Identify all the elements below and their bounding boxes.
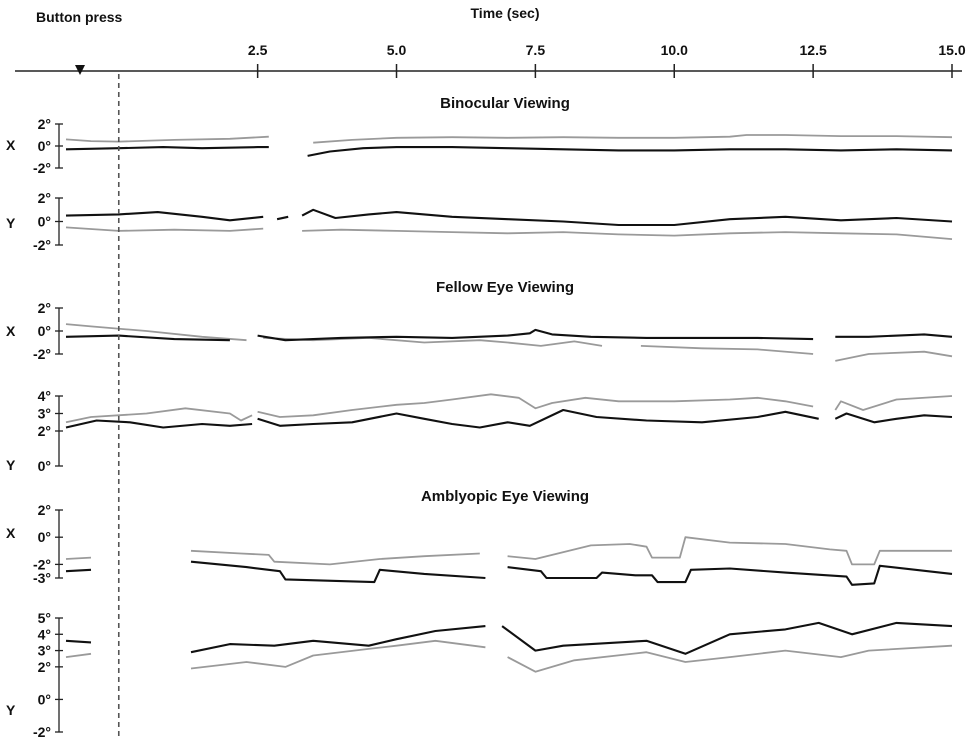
- y-tick-label: 0°: [38, 691, 51, 707]
- series-line-black: [65, 208, 953, 227]
- series-line-black: [65, 328, 953, 342]
- y-tick-label: -2°: [33, 237, 51, 253]
- x-tick-label: 5.0: [387, 42, 407, 58]
- series-line-black: [65, 146, 953, 157]
- y-tick-label: -2°: [33, 556, 51, 572]
- condition-2: Amblyopic Eye Viewing2°0°-2°-3°X5°4°3°2°…: [6, 488, 953, 740]
- y-tick-label: 3°: [38, 643, 51, 659]
- panels: Binocular Viewing 2° 0° -2° X 2° 0° -2° Y Fellow …: [6, 95, 953, 740]
- y-tick-label: 2°: [38, 423, 51, 439]
- button-press-arrow-icon: [75, 65, 85, 75]
- x-tick-label: 12.5: [800, 42, 827, 58]
- y-tick-label: 2°: [38, 190, 51, 206]
- y-tick-label: 2°: [38, 116, 51, 132]
- series-line-black: [65, 408, 953, 429]
- series-line-gray: [65, 323, 953, 362]
- y-axis-label: Y: [6, 215, 16, 231]
- condition-title: Amblyopic Eye Viewing: [421, 488, 589, 505]
- series-line-black: [65, 621, 953, 655]
- y-tick-label: -2°: [33, 346, 51, 362]
- chart-header: Button press Time (sec): [15, 5, 962, 75]
- panel-x: 2° 0° -2° X: [6, 116, 953, 176]
- y-axis-label: X: [6, 323, 16, 339]
- series-line-gray: [65, 393, 953, 424]
- y-tick-label: 3°: [38, 406, 51, 422]
- condition-0: Binocular Viewing 2° 0° -2° X 2° 0° -2° Y: [6, 95, 953, 253]
- y-tick-label: 4°: [38, 388, 51, 404]
- y-tick-label: 0°: [38, 214, 51, 230]
- y-axis-label: X: [6, 137, 16, 153]
- y-tick-label: 2°: [38, 300, 51, 316]
- y-tick-label: -2°: [33, 724, 51, 740]
- y-axis-label: X: [6, 525, 16, 541]
- x-tick-label: 10.0: [661, 42, 688, 58]
- y-axis-label: Y: [6, 457, 16, 473]
- x-tick-label: 2.5: [248, 42, 268, 58]
- series-line-gray: [65, 226, 953, 240]
- panel-x: 2° 0° -2° X: [6, 300, 953, 362]
- time-axis-ticks: 2.5 5.0 7.5 10.0 12.5 15.0: [248, 42, 966, 78]
- panel-y: 2° 0° -2° Y: [6, 190, 953, 253]
- x-axis-label: Time (sec): [471, 5, 540, 21]
- y-tick-label: 5°: [38, 610, 51, 626]
- x-tick-label: 15.0: [938, 42, 965, 58]
- panel-y: 5°4°3°2° 0° -2° Y: [6, 610, 953, 740]
- y-tick-label: 0°: [38, 138, 51, 154]
- y-tick-label: -2°: [33, 160, 51, 176]
- series-line-black: [65, 560, 953, 586]
- y-axis-label: Y: [6, 702, 16, 718]
- y-tick-label: 0°: [38, 323, 51, 339]
- condition-title: Binocular Viewing: [440, 95, 570, 112]
- series-line-gray: [65, 639, 953, 673]
- x-tick-label: 7.5: [526, 42, 546, 58]
- series-line-gray: [65, 536, 952, 566]
- series-line-gray: [65, 134, 953, 144]
- condition-title: Fellow Eye Viewing: [436, 279, 574, 296]
- y-tick-label: 0°: [38, 529, 51, 545]
- panel-y: 4° 3°2° 0° Y: [6, 388, 953, 474]
- y-tick-label: 2°: [38, 502, 51, 518]
- y-tick-label: 2°: [38, 659, 51, 675]
- y-tick-label: -3°: [33, 570, 51, 586]
- y-tick-label: 4°: [38, 626, 51, 642]
- panel-x: 2° 0° -2°-3° X: [6, 502, 953, 586]
- y-tick-label: 0°: [38, 458, 51, 474]
- button-press-label: Button press: [36, 9, 123, 25]
